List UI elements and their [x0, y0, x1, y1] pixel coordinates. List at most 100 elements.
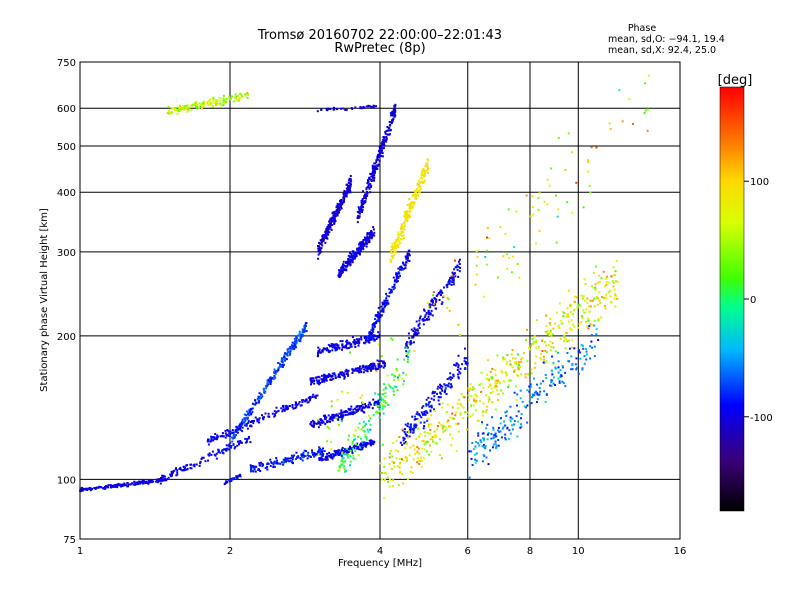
data-point	[362, 420, 365, 423]
data-point	[364, 337, 367, 340]
data-point	[345, 372, 348, 375]
data-point	[469, 388, 471, 391]
data-point	[500, 389, 503, 392]
data-point	[554, 350, 557, 353]
data-point	[504, 436, 507, 439]
data-point	[293, 343, 296, 345]
data-point	[230, 477, 233, 480]
data-point	[315, 394, 318, 397]
data-point	[264, 412, 267, 415]
data-point	[455, 362, 458, 365]
data-point	[376, 359, 379, 362]
data-point	[251, 402, 254, 405]
data-point	[515, 362, 518, 365]
colorbar-tick-label: 100	[750, 177, 769, 188]
data-point	[467, 390, 470, 392]
data-point	[395, 278, 398, 281]
data-point	[433, 297, 436, 300]
data-point	[236, 99, 239, 102]
data-point	[341, 446, 344, 449]
data-point	[572, 309, 575, 312]
data-point	[334, 452, 337, 455]
data-point	[358, 448, 360, 451]
data-point	[379, 152, 382, 155]
data-point	[327, 233, 330, 236]
data-point	[541, 350, 544, 352]
data-point	[368, 341, 371, 344]
data-point	[483, 444, 485, 446]
data-point	[333, 454, 336, 457]
data-point	[289, 346, 292, 349]
data-point	[438, 403, 441, 406]
data-point	[377, 331, 380, 334]
data-point	[528, 346, 530, 349]
data-point	[447, 298, 450, 301]
data-point	[578, 303, 581, 306]
data-point	[361, 244, 364, 247]
data-point	[229, 441, 232, 444]
data-point	[234, 93, 237, 96]
data-point	[377, 393, 380, 396]
data-point	[531, 337, 534, 340]
data-point	[309, 377, 312, 380]
data-point	[342, 372, 345, 375]
data-point	[379, 402, 382, 405]
data-point	[404, 456, 407, 459]
data-point	[340, 416, 343, 418]
data-point	[427, 310, 430, 313]
data-point	[327, 349, 330, 352]
data-point	[116, 486, 119, 489]
data-point	[357, 214, 360, 217]
data-point	[367, 406, 370, 408]
data-point	[396, 274, 399, 277]
data-point	[491, 416, 494, 419]
data-point	[343, 374, 346, 376]
data-point	[561, 380, 564, 383]
data-point	[581, 345, 584, 347]
data-point	[353, 342, 356, 345]
data-point	[583, 311, 586, 314]
data-point	[377, 343, 380, 346]
data-point	[246, 410, 249, 413]
data-point	[325, 376, 328, 379]
data-point	[535, 346, 538, 349]
x-tick-label: 2	[227, 546, 233, 557]
data-point	[610, 300, 613, 303]
data-point	[459, 372, 462, 375]
data-point	[229, 479, 232, 482]
data-point	[303, 455, 305, 458]
data-point	[368, 439, 371, 442]
data-point	[356, 445, 359, 448]
data-point	[357, 211, 360, 214]
data-point	[401, 443, 404, 446]
data-point	[459, 334, 461, 336]
data-point	[575, 357, 578, 360]
data-point	[311, 451, 314, 454]
data-point	[340, 200, 343, 203]
data-point	[276, 461, 279, 464]
data-point	[411, 336, 414, 339]
colorbar-tick-label: 0	[750, 295, 756, 306]
data-point	[228, 435, 231, 437]
data-point	[338, 374, 341, 377]
data-point	[404, 433, 407, 436]
data-point	[222, 101, 225, 104]
data-point	[323, 380, 326, 383]
data-point	[444, 384, 447, 387]
data-point	[400, 223, 403, 226]
data-point	[347, 456, 350, 459]
data-point	[406, 478, 409, 480]
data-point	[402, 436, 405, 439]
data-point	[372, 398, 375, 401]
data-point	[421, 406, 424, 409]
data-point	[581, 316, 584, 319]
data-point	[318, 458, 321, 461]
data-point	[358, 248, 361, 251]
data-point	[283, 409, 286, 412]
data-point	[362, 366, 365, 368]
data-point	[585, 320, 587, 323]
data-point	[306, 457, 309, 460]
x-tick-label: 8	[527, 546, 533, 557]
data-point	[342, 266, 345, 269]
data-point	[349, 460, 352, 463]
